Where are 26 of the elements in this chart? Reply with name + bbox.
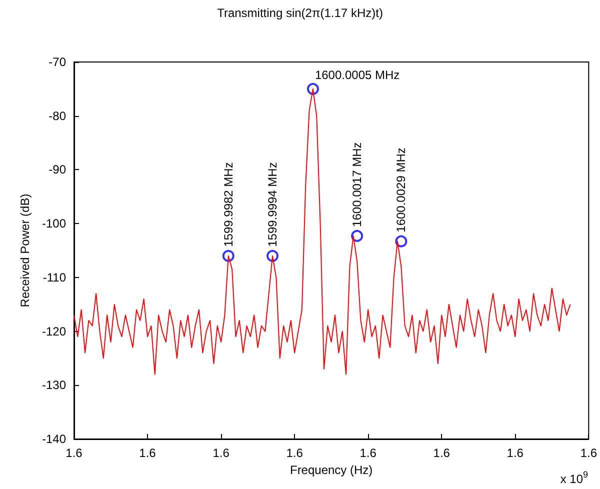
x-tick-label: 1.6 [360, 446, 377, 460]
y-tick-label: -120 [42, 324, 66, 338]
y-tick-label: -80 [48, 108, 66, 123]
y-axis-title: Received Power (dB) [18, 194, 32, 308]
x-tick-label: 1.6 [139, 446, 156, 460]
y-tick-label: -90 [48, 162, 66, 177]
point [395, 235, 408, 248]
chart-title: Transmitting sin(2π(1.17 kHz)t) [217, 6, 383, 20]
point [351, 230, 364, 242]
x-tick-label: 1.6 [433, 446, 450, 460]
x-tick-label: 1.6 [212, 446, 230, 460]
annotation: 1599.9994 MHz [266, 162, 280, 247]
x-tick-label: 1.6 [286, 446, 304, 460]
x-axis-title: Frequency (Hz) [290, 462, 373, 477]
y-tick-label: -130 [42, 378, 66, 392]
x-tick-label: 1.6 [580, 446, 598, 460]
y-tick-label: -140 [42, 432, 66, 446]
annotation: 1600.0017 MHz [350, 142, 364, 227]
y-tick-label: -70 [48, 55, 66, 69]
y-tick-label: -100 [42, 216, 66, 231]
annotation: 1599.9982 MHz [221, 162, 236, 247]
y-tick-label: -110 [42, 270, 66, 284]
x-tick-label: 1.6 [66, 446, 83, 460]
annotation: 1600.0005 MHz [314, 68, 400, 82]
annotation: 1600.0029 MHz [394, 148, 408, 232]
x-tick-label: 1.6 [506, 446, 524, 460]
